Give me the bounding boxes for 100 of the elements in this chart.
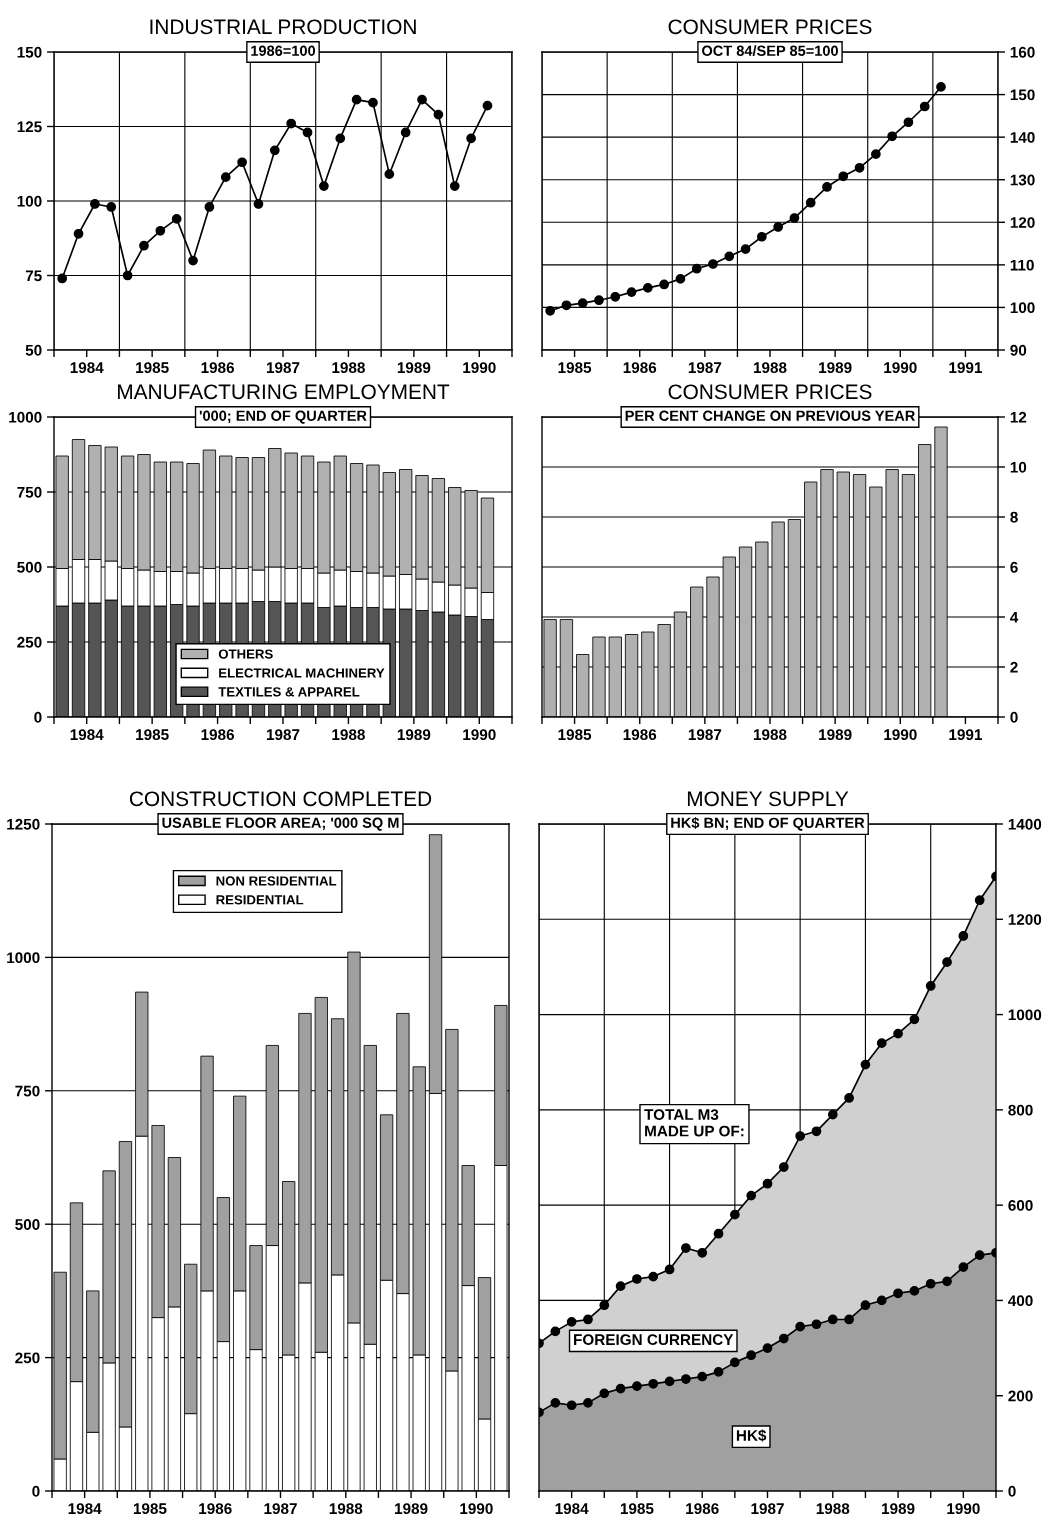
x-tick-label: 1989 [882, 1503, 915, 1515]
point [740, 244, 751, 254]
x-tick-label: 1985 [558, 362, 592, 374]
y2-tick-label: 8 [1010, 511, 1018, 523]
x-tick-label: 1989 [819, 362, 852, 374]
x-tick-label: 1989 [395, 1503, 428, 1515]
point [659, 279, 670, 290]
point [269, 145, 280, 156]
y2-tick-label: 110 [1010, 259, 1034, 271]
y2-tick-label: 140 [1010, 132, 1035, 143]
chart-subtitle: OCT 84/SEP 85=100 [702, 45, 838, 57]
x-tick-label: 1991 [949, 362, 982, 374]
annotation: TOTAL M3 MADE UP OF: [644, 1109, 744, 1137]
chart-title: MANUFACTURING EMPLOYMENT [118, 384, 450, 400]
x-tick-label: 1984 [68, 1503, 102, 1515]
y-tick-label: 500 [17, 561, 42, 573]
chart-title: INDUSTRIAL PRODUCTION [150, 19, 416, 35]
point [384, 169, 395, 180]
point [756, 231, 767, 242]
y2-tick-label: 160 [1010, 46, 1035, 58]
point [610, 291, 621, 302]
chart-title: CONSUMER PRICES [668, 384, 872, 400]
legend-label: RESIDENTIAL [216, 895, 304, 905]
y-tick-label: 100 [17, 195, 42, 207]
x-tick-label: 1989 [397, 729, 431, 741]
y2-tick-label: 0 [1010, 711, 1018, 723]
x-tick-label: 1985 [133, 1503, 167, 1515]
point [642, 282, 653, 293]
series-label: HK$ [736, 1429, 767, 1442]
legend-label: ELECTRICAL MACHINERY [219, 668, 385, 678]
y-tick-label: 50 [25, 344, 42, 356]
y2-tick-label: 4 [1010, 612, 1019, 623]
x-tick-label: 1990 [460, 1503, 493, 1515]
x-tick-label: 1985 [136, 362, 169, 374]
x-tick-label: 1987 [264, 1503, 297, 1515]
y-tick-label: 1250 [7, 818, 40, 830]
y2-tick-label: 100 [1010, 302, 1035, 314]
point [936, 82, 946, 92]
y2-tick-label: 12 [1010, 411, 1027, 423]
y2-tick-label: 800 [1008, 1104, 1033, 1116]
y-tick-label: 250 [15, 1352, 40, 1364]
x-tick-label: 1987 [688, 362, 722, 374]
y-tick-label: 1000 [7, 952, 40, 964]
point [57, 273, 68, 284]
y-tick-label: 750 [15, 1085, 40, 1097]
y2-tick-label: 1200 [1008, 914, 1042, 925]
x-tick-label: 1990 [884, 729, 917, 741]
point [822, 182, 832, 192]
y2-tick-label: 150 [1010, 89, 1035, 101]
point [773, 222, 784, 232]
chart-subtitle: USABLE FLOOR AREA; '000 SQ M [162, 817, 399, 831]
point [73, 228, 84, 239]
point [155, 225, 166, 236]
x-tick-label: 1988 [816, 1503, 850, 1515]
x-tick-label: 1988 [329, 1503, 363, 1515]
x-tick-label: 1988 [332, 362, 365, 374]
x-tick-label: 1986 [199, 1503, 232, 1515]
x-tick-label: 1987 [266, 729, 300, 741]
point [335, 133, 346, 144]
x-tick-label: 1989 [397, 362, 431, 374]
point [691, 263, 702, 274]
y2-tick-label: 1400 [1008, 818, 1042, 830]
point [466, 133, 476, 144]
y-tick-label: 750 [17, 486, 42, 498]
point [171, 214, 182, 224]
y-tick-label: 0 [34, 711, 42, 723]
point [253, 199, 264, 209]
y-tick-label: 125 [17, 121, 42, 133]
point [204, 202, 215, 212]
y-tick-label: 75 [25, 270, 42, 282]
x-tick-label: 1990 [463, 362, 496, 374]
x-tick-label: 1986 [201, 729, 235, 741]
x-tick-label: 1986 [623, 362, 657, 374]
x-tick-label: 1986 [686, 1503, 719, 1515]
point [302, 127, 313, 138]
point [237, 157, 247, 168]
x-tick-label: 1986 [623, 729, 657, 741]
chart-subtitle: PER CENT CHANGE ON PREVIOUS YEAR [625, 410, 916, 421]
point [188, 255, 198, 266]
point [594, 295, 604, 306]
point [870, 149, 881, 160]
y-tick-label: 1000 [9, 411, 42, 423]
legend-label: NON RESIDENTIAL [216, 876, 337, 886]
y2-tick-label: 200 [1008, 1390, 1033, 1402]
point [561, 300, 572, 311]
x-tick-label: 1988 [753, 729, 787, 741]
point [724, 251, 735, 262]
x-tick-label: 1990 [947, 1503, 980, 1515]
point [903, 117, 914, 128]
x-tick-label: 1985 [136, 729, 169, 741]
y-tick-label: 0 [32, 1485, 40, 1497]
point [708, 259, 718, 269]
y2-tick-label: 130 [1010, 174, 1035, 186]
point [838, 171, 849, 182]
y2-tick-label: 6 [1010, 561, 1018, 573]
legend-label: OTHERS [218, 649, 273, 659]
x-tick-label: 1987 [266, 362, 300, 374]
point [417, 94, 427, 105]
point [545, 305, 556, 316]
x-tick-label: 1985 [620, 1503, 654, 1515]
